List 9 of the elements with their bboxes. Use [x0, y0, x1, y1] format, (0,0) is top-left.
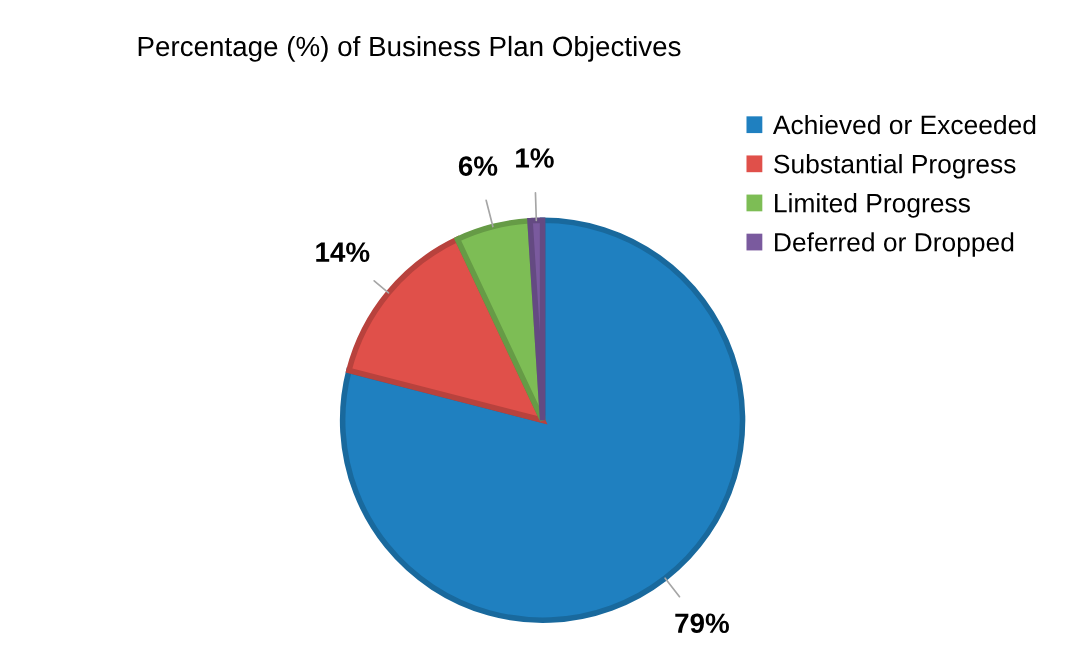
chart-title: Percentage (%) of Business Plan Objectives: [138, 35, 681, 62]
data-label: 79%: [675, 613, 729, 634]
data-label: 1%: [516, 148, 554, 168]
data-label: 14%: [316, 242, 370, 262]
legend-label: Achieved or Exceeded: [772, 114, 1036, 135]
legend-label: Deferred or Dropped: [775, 232, 1014, 257]
data-label: 6%: [458, 156, 498, 176]
legend-label: Limited Progress: [775, 193, 970, 218]
legend-label: Substantial Progress: [774, 154, 1016, 179]
